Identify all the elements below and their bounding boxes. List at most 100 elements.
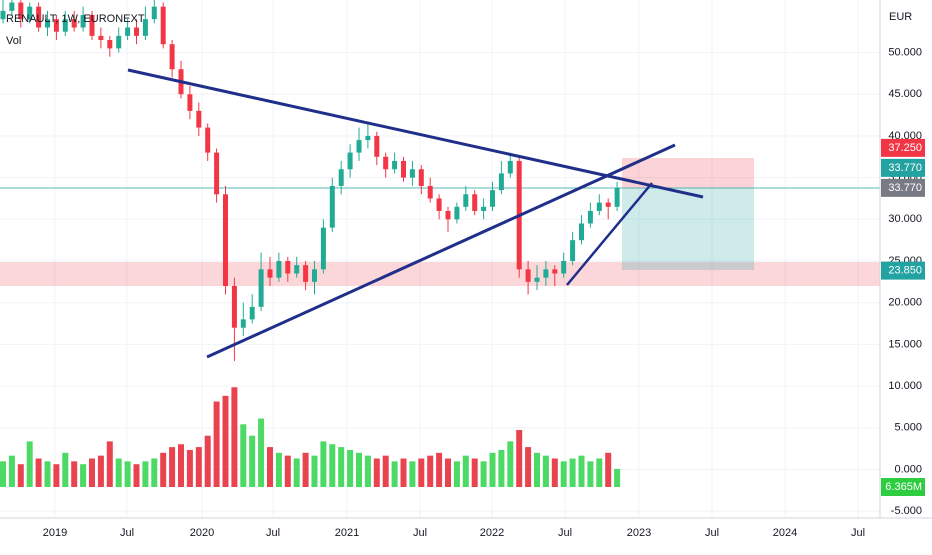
candle-body [36,6,42,28]
x-tick-label: Jul [851,527,865,539]
x-tick-label: 2021 [335,527,359,539]
volume-bar [53,464,60,487]
candle-body [89,15,95,36]
candle-body [151,6,157,20]
volume-bar [213,401,220,487]
candle-body [472,194,478,211]
symbol-title: RENAULT, 1W, EURONEXT [6,13,145,25]
volume-bar [142,461,149,487]
volume-bar [8,455,15,487]
candle-body [80,15,86,28]
candle-body [18,2,24,20]
volume-bar [587,461,594,487]
volume-bar [80,464,87,487]
volume-bar [106,441,113,487]
volume-bar [409,461,416,487]
volume-bar [356,452,362,487]
y-tick-label: 40.000 [888,130,922,142]
trendline-lower [206,143,676,359]
volume-bar [453,461,460,487]
volume-bar [195,447,202,487]
volume-bar [204,435,211,487]
candle-body [71,19,77,28]
candle-body [418,169,424,186]
trendline-short [566,182,653,286]
candle-body [231,286,237,328]
candle-body [392,160,398,170]
candle-body [445,210,451,220]
candle-body [570,240,576,261]
volume-bar [222,395,229,487]
volume-bar [0,461,6,487]
y-tick-label: 10.000 [888,380,922,392]
volume-bar [614,468,621,487]
candle-body [9,2,15,11]
candle-body [196,110,202,128]
candle-body [303,265,309,282]
volume-bar [516,430,523,487]
volume-bar [267,447,273,487]
candle-body [53,19,59,32]
price-tag [881,138,925,157]
price-tag [881,178,925,197]
candle-body [401,160,406,178]
x-tick-label: 2019 [43,527,67,539]
candle-body [561,260,567,274]
volume-bar [445,458,451,487]
candle-body [543,269,549,278]
x-tick-label: Jul [558,527,572,539]
volume-layer [0,387,621,487]
currency-label: EUR [889,11,912,23]
volume-bar [249,435,256,487]
x-tick-label: Jul [705,527,719,539]
volume-bar [551,458,558,487]
candle-body [329,185,335,228]
candle-body [383,156,389,170]
candle-body [267,269,273,278]
candle-body [285,260,291,274]
volume-bar [231,387,238,487]
volume-bar [169,447,176,487]
volume-bar [480,461,487,487]
price-tag-label: 23.850 [888,264,922,276]
y-tick-label: 15.000 [888,338,922,350]
price-tag-label: 33.770 [888,162,922,174]
candle-body [525,269,531,282]
volume-bar [507,441,514,487]
volume-bar [26,441,33,487]
volume-bar [596,458,603,487]
volume-bar [329,444,336,487]
volume-bar [489,452,496,487]
volume-bar [89,458,95,487]
volume-bar [275,452,282,487]
x-tick-label: 2022 [480,527,504,539]
candle-body [294,265,300,274]
volume-bar [44,461,51,487]
candle-body [312,269,317,282]
volume-bar [569,458,576,487]
volume-bar [364,455,371,487]
support-zone [0,262,880,286]
volume-bar [311,455,318,487]
candle-body [134,27,139,36]
volume-bar [373,458,380,487]
candle-body [507,160,513,174]
y-tick-label: -5.000 [891,505,922,517]
candle-body [596,202,602,211]
candle-body [463,194,469,207]
price-tag [881,261,925,280]
candle-body [98,35,104,41]
candle-body [534,277,540,282]
candle-body [258,269,264,307]
volume-legend: Vol [6,35,21,47]
volume-bar [471,458,478,487]
price-tag-label: 37.250 [888,142,922,154]
candle-body [62,19,68,32]
candle-body [45,19,50,28]
volume-bar [525,447,532,487]
y-tick-label: 30.000 [888,213,922,225]
y-tick-label: 45.000 [888,88,922,100]
candle-layer [0,0,620,362]
volume-bar [418,458,425,487]
